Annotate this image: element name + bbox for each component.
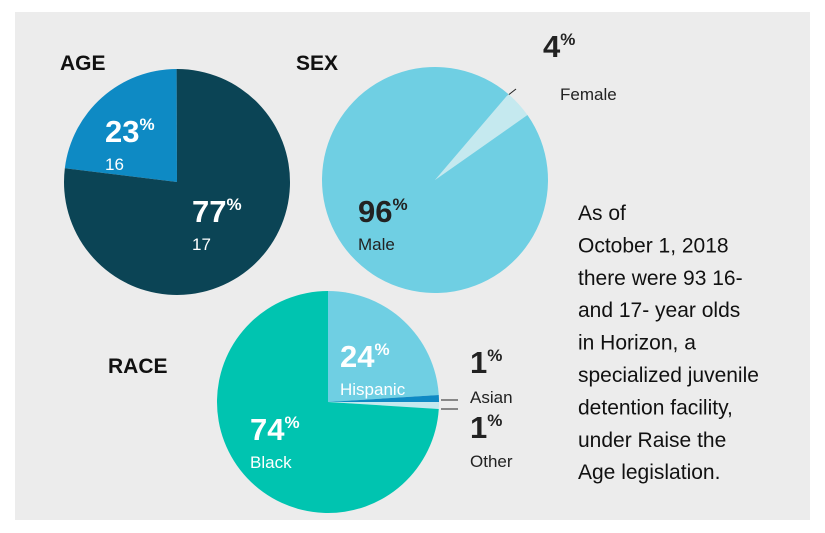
value-number: 23: [105, 114, 139, 149]
value-number: 24: [340, 339, 375, 374]
value-number: 96: [358, 194, 392, 229]
pie-slice: [328, 395, 439, 402]
value-number: 74: [250, 412, 285, 447]
value-number: 1: [470, 410, 487, 445]
category-label: Asian: [470, 388, 513, 407]
value-unit: %: [392, 195, 407, 214]
value-label: 24%: [340, 339, 390, 374]
annotation-line: and 17- year olds: [578, 299, 740, 322]
category-label: Black: [250, 453, 292, 472]
value-label: 74%: [250, 412, 300, 447]
value-label: 77%: [192, 194, 242, 229]
value-unit: %: [487, 411, 502, 430]
category-label: Hispanic: [340, 380, 406, 399]
category-label: Male: [358, 235, 395, 254]
category-label: Other: [470, 452, 513, 471]
annotation-line: in Horizon, a: [578, 332, 696, 355]
value-number: 1: [470, 345, 487, 380]
value-unit: %: [374, 340, 389, 359]
pie-title: RACE: [108, 355, 168, 378]
category-label: 16: [105, 155, 124, 174]
value-number: 77: [192, 194, 226, 229]
pie-title: AGE: [60, 52, 106, 75]
value-unit: %: [226, 195, 241, 214]
pie-slice: [328, 402, 439, 409]
pie-slice: [64, 69, 177, 182]
annotation-line: As of: [578, 202, 626, 225]
value-unit: %: [284, 413, 299, 432]
value-unit: %: [139, 115, 154, 134]
value-unit: %: [560, 30, 575, 49]
annotation-line: Age legislation.: [578, 461, 720, 484]
pie-title: SEX: [296, 52, 338, 75]
pie-slice: [435, 94, 528, 180]
value-label: 96%: [358, 194, 408, 229]
value-label: 23%: [105, 114, 155, 149]
annotation-line: specialized juvenile: [578, 364, 759, 387]
value-label: 4%: [543, 29, 575, 64]
value-label: 1%: [470, 410, 502, 445]
annotation-line: October 1, 2018: [578, 234, 729, 257]
value-label: 1%: [470, 345, 502, 380]
value-unit: %: [487, 346, 502, 365]
pie-slice: [217, 291, 439, 513]
annotation-line: there were 93 16-: [578, 267, 743, 290]
annotation-line: under Raise the: [578, 429, 726, 452]
pie-slice: [322, 66, 549, 293]
category-label: 17: [192, 235, 211, 254]
pie-slice: [63, 69, 291, 296]
annotation-line: detention facility,: [578, 396, 733, 419]
value-number: 4: [543, 29, 561, 64]
category-label: Female: [560, 85, 617, 104]
pie-slice: [328, 291, 439, 402]
